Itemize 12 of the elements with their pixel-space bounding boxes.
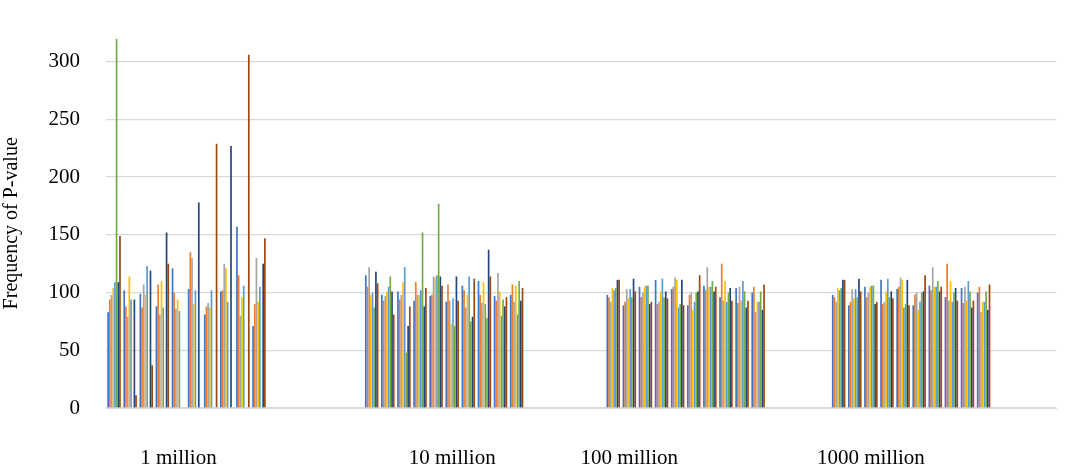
x-tick-label: 1000 million — [816, 445, 926, 470]
y-tick-label: 200 — [48, 163, 80, 188]
y-tick-label: 300 — [48, 48, 80, 73]
y-tick-label: 50 — [59, 336, 80, 361]
y-tick-label: 100 — [48, 279, 80, 304]
y-tick-label: 250 — [48, 105, 80, 130]
y-axis-title: Frequency of P-value — [0, 137, 23, 310]
x-tick-label: 1 million — [140, 445, 218, 470]
y-tick-label: 0 — [69, 394, 80, 419]
x-tick-label: 100 million — [580, 445, 679, 470]
x-tick-label: 10 million — [408, 445, 497, 470]
y-tick-label: 150 — [48, 221, 80, 246]
